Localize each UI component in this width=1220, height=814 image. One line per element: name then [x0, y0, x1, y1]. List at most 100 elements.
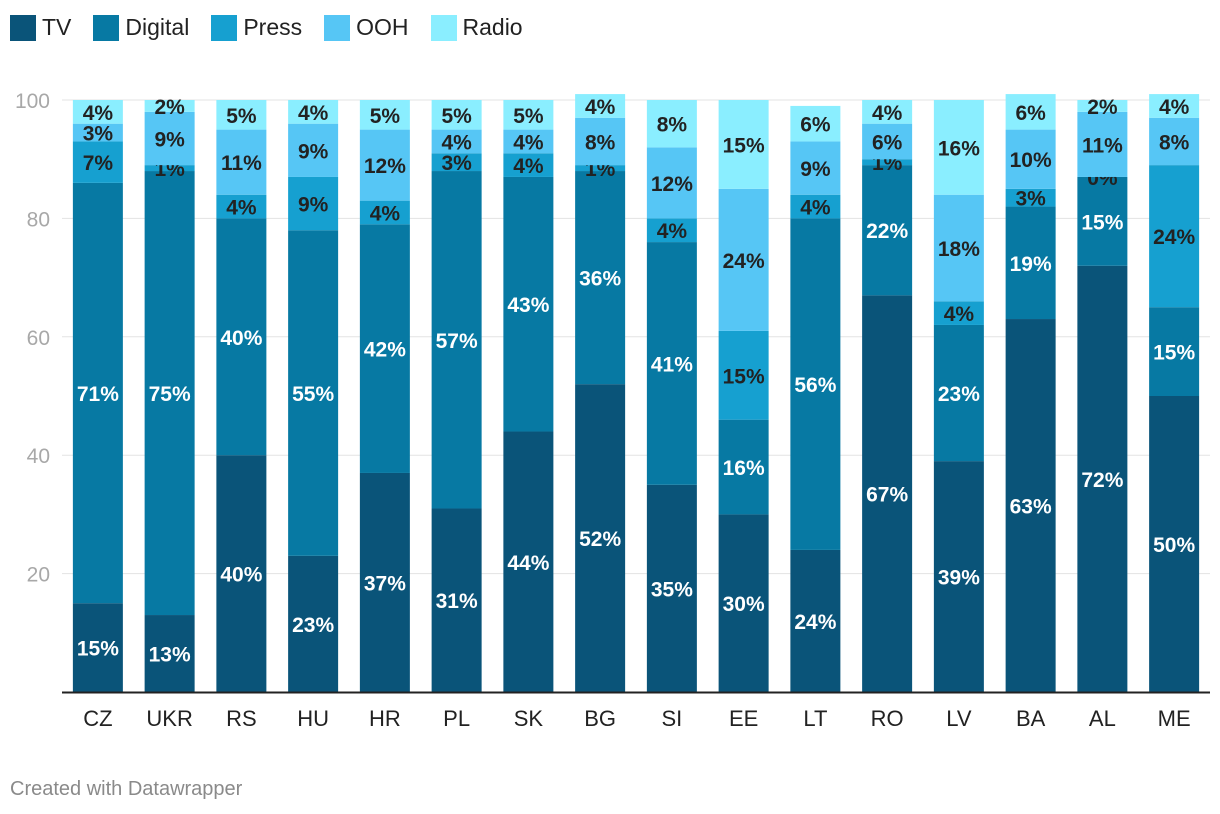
- bar-segment-ba-ooh: [1005, 129, 1056, 189]
- data-label-lv-ooh: 18%: [938, 238, 980, 261]
- footer-credit: Created with Datawrapper: [10, 778, 243, 800]
- bar-segment-bg-ooh: [575, 117, 626, 166]
- bar-segment-lv-ooh: [933, 194, 984, 302]
- data-label-hu-digital: 55%: [292, 383, 334, 406]
- bar-segment-pl-tv: [431, 508, 482, 692]
- bar-segment-ro-ooh: [862, 123, 913, 160]
- data-label-me-digital: 15%: [1153, 342, 1195, 365]
- bar-segment-ee-radio: [718, 100, 769, 189]
- bar-segment-hu-radio: [288, 100, 339, 124]
- bar-segment-lt-ooh: [790, 141, 841, 195]
- data-label-ro-tv: 67%: [866, 484, 908, 507]
- legend-label-tv: TV: [42, 14, 72, 40]
- x-tick-label-bg: BG: [584, 706, 616, 731]
- data-label-ro-ooh: 6%: [872, 131, 903, 154]
- data-label-si-press: 4%: [657, 220, 688, 243]
- data-label-sk-radio: 5%: [513, 105, 544, 128]
- data-label-lv-digital: 23%: [938, 383, 980, 406]
- bar-segment-lv-digital: [933, 324, 984, 462]
- legend-item-ooh[interactable]: OOH: [324, 14, 409, 41]
- bar-segment-si-tv: [646, 484, 697, 692]
- bar-segment-hu-digital: [288, 230, 339, 556]
- bar-segment-cz-press: [72, 141, 123, 183]
- data-label-lv-radio: 16%: [938, 137, 980, 160]
- bar-segment-pl-radio: [431, 100, 482, 130]
- x-tick-label-ba: BA: [1016, 706, 1046, 731]
- x-tick-label-rs: RS: [226, 706, 257, 731]
- bar-segment-me-tv: [1149, 396, 1200, 692]
- data-label-ba-digital: 19%: [1010, 253, 1052, 276]
- bar-segment-si-radio: [646, 100, 697, 148]
- bar-segment-ro-tv: [862, 295, 913, 692]
- bar-segment-sk-tv: [503, 431, 554, 692]
- bar-segment-lt-digital: [790, 218, 841, 550]
- bar-segment-ba-radio: [1005, 94, 1056, 130]
- legend: TV Digital Press OOH Radio: [10, 14, 545, 41]
- data-label-cz-digital: 71%: [77, 383, 119, 406]
- bar-segment-bg-radio: [575, 94, 626, 118]
- legend-label-radio: Radio: [462, 14, 523, 40]
- data-label-sk-press: 4%: [513, 155, 544, 178]
- data-label-lt-ooh: 9%: [800, 158, 831, 181]
- data-label-hr-ooh: 12%: [364, 155, 406, 178]
- bar-segment-al-ooh: [1077, 111, 1128, 177]
- bar-segment-bg-press: [575, 165, 626, 172]
- data-label-me-press: 24%: [1153, 226, 1195, 249]
- bar-segment-ee-ooh: [718, 188, 769, 331]
- legend-label-ooh: OOH: [356, 14, 409, 40]
- data-label-ee-press: 15%: [723, 365, 765, 388]
- data-label-me-ooh: 8%: [1159, 131, 1190, 154]
- data-label-ee-digital: 16%: [723, 457, 765, 480]
- bar-segment-ee-digital: [718, 419, 769, 515]
- bar-segment-ro-digital: [862, 165, 913, 296]
- data-label-hu-radio: 4%: [298, 102, 329, 125]
- bar-segment-si-digital: [646, 242, 697, 485]
- legend-item-radio[interactable]: Radio: [430, 14, 523, 41]
- x-tick-label-al: AL: [1089, 706, 1116, 731]
- bar-segment-ee-press: [718, 330, 769, 420]
- bar-segment-sk-digital: [503, 176, 554, 432]
- x-tick-label-si: SI: [661, 706, 682, 731]
- data-label-hr-press: 4%: [370, 202, 401, 225]
- bar-segment-sk-press: [503, 153, 554, 177]
- bar-segment-ba-tv: [1005, 319, 1056, 692]
- y-tick-label: 20: [27, 564, 50, 587]
- bar-segment-sk-radio: [503, 100, 554, 130]
- x-tick-label-hu: HU: [297, 706, 329, 731]
- bar-segment-cz-digital: [72, 182, 123, 604]
- legend-item-tv[interactable]: TV: [10, 14, 71, 41]
- legend-item-press[interactable]: Press: [211, 14, 302, 41]
- data-label-ukr-tv: 13%: [149, 644, 191, 667]
- data-label-bg-digital: 36%: [579, 268, 621, 291]
- y-tick-label: 80: [27, 208, 50, 231]
- x-tick-label-sk: SK: [514, 706, 544, 731]
- data-label-sk-digital: 43%: [507, 294, 549, 317]
- bar-segment-rs-ooh: [216, 129, 267, 195]
- data-label-rs-digital: 40%: [220, 327, 262, 350]
- legend-swatch-press: [211, 14, 238, 41]
- bar-segment-hu-ooh: [288, 123, 339, 177]
- bar-segment-me-digital: [1149, 307, 1200, 396]
- data-label-ukr-radio: 2%: [154, 96, 185, 119]
- bar-segment-lt-tv: [790, 549, 841, 692]
- y-tick-label: 60: [27, 327, 50, 350]
- data-label-ee-tv: 30%: [723, 593, 765, 616]
- bar-segment-hr-tv: [359, 472, 410, 692]
- bar-segment-hu-tv: [288, 555, 339, 692]
- legend-item-digital[interactable]: Digital: [93, 14, 189, 41]
- bar-segment-ukr-ooh: [144, 111, 195, 166]
- bar-segment-hr-digital: [359, 224, 410, 473]
- data-label-si-ooh: 12%: [651, 173, 693, 196]
- data-label-hr-radio: 5%: [370, 105, 401, 128]
- bar-segment-lv-press: [933, 301, 984, 325]
- data-label-ee-ooh: 24%: [723, 250, 765, 273]
- bar-segment-lv-tv: [933, 461, 984, 692]
- legend-label-press: Press: [243, 14, 303, 40]
- bar-segment-lt-press: [790, 194, 841, 219]
- data-label-si-tv: 35%: [651, 578, 693, 601]
- data-label-ee-radio: 15%: [723, 134, 765, 157]
- data-label-me-tv: 50%: [1153, 534, 1195, 557]
- bar-segment-hr-radio: [359, 100, 410, 130]
- bar-segment-me-press: [1149, 165, 1200, 308]
- data-label-si-digital: 41%: [651, 353, 693, 376]
